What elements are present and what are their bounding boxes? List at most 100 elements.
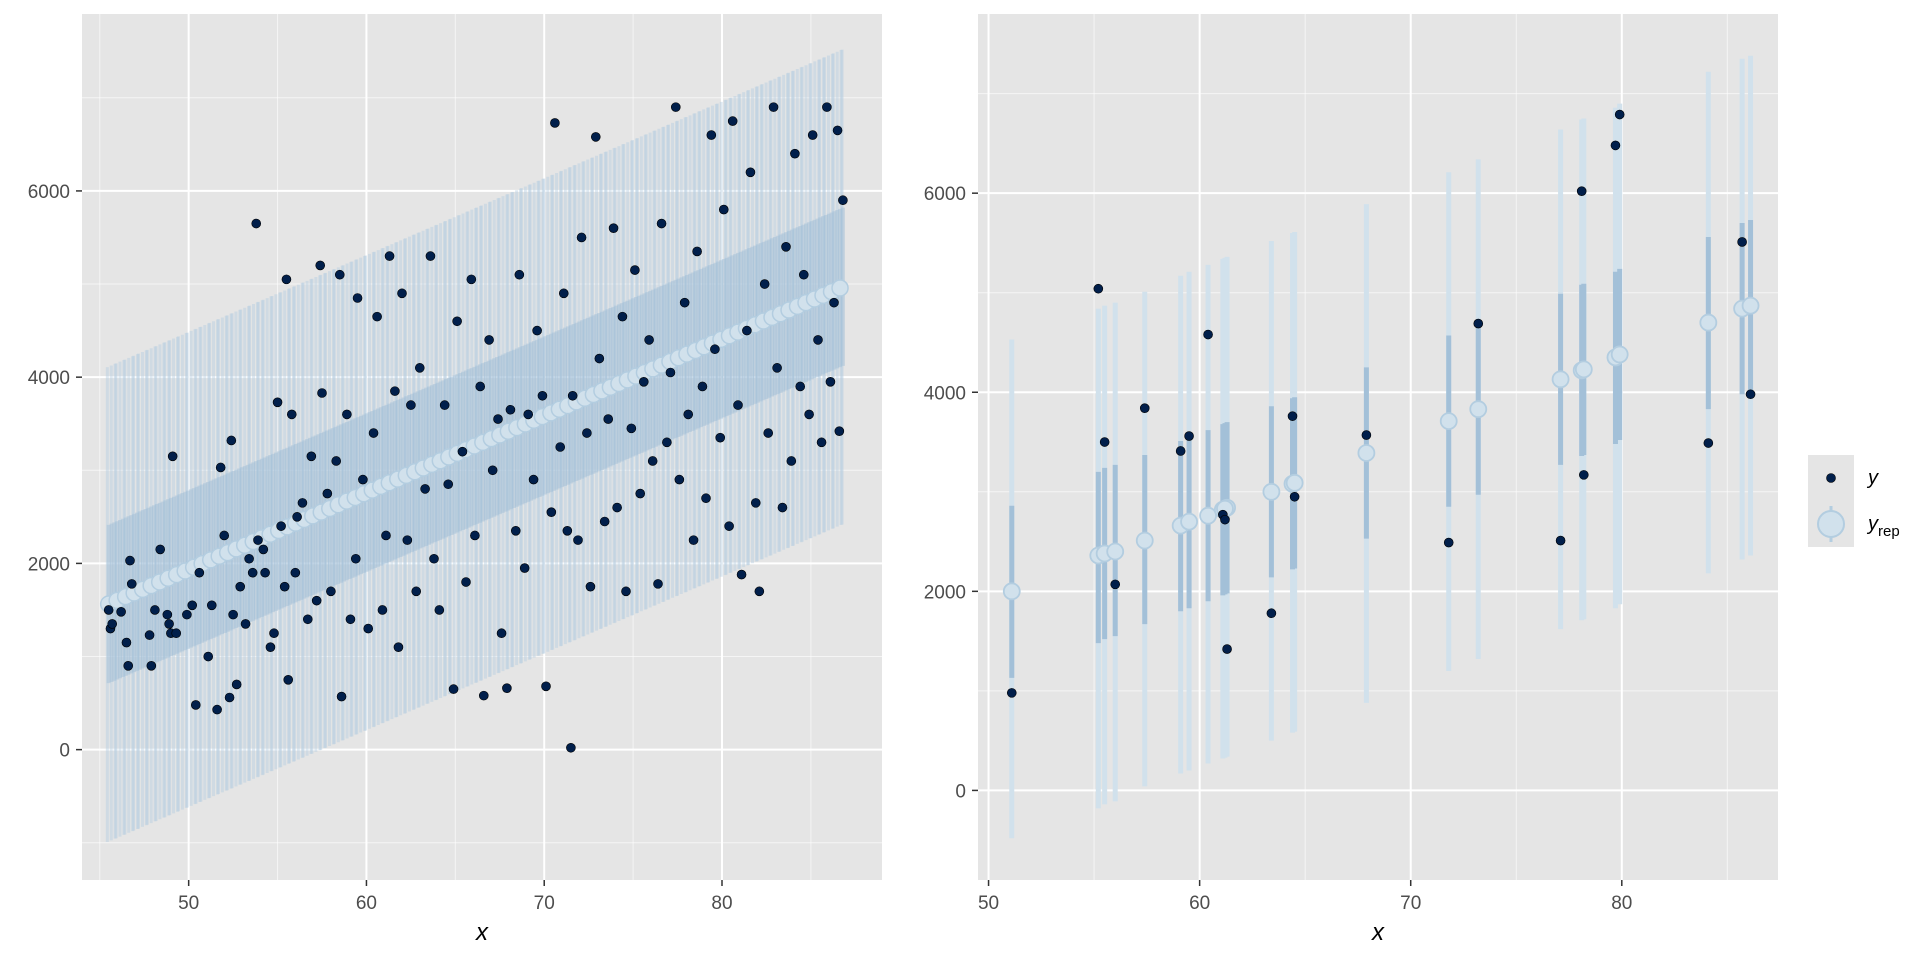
right-observed-point <box>1614 109 1625 120</box>
left-observed-point <box>219 530 230 541</box>
right-yrep-median-point <box>1135 531 1154 550</box>
right-observed-point <box>1110 579 1121 590</box>
left-observed-point <box>745 167 756 178</box>
left-observed-point <box>519 563 530 573</box>
right-observed-point <box>1220 514 1230 525</box>
left-observed-point <box>215 462 226 473</box>
left-observed-point <box>532 325 542 336</box>
right-yrep-intervals <box>1002 55 1760 839</box>
left-observed-point <box>167 451 178 462</box>
left-observed-point <box>265 642 276 653</box>
left-observed-point <box>164 619 174 629</box>
right-observed-point <box>1175 446 1186 456</box>
left-observed-point <box>656 218 667 229</box>
left-observed-point <box>475 381 486 392</box>
legend-label-yrep-main: y <box>1866 513 1879 535</box>
left-observed-point <box>126 579 137 589</box>
left-observed-point <box>496 628 507 639</box>
left-observed-point <box>331 456 342 466</box>
right-observed-point <box>1361 430 1372 440</box>
left-panel: 50 60 70 80 0 2000 4000 6000 x <box>28 14 882 946</box>
left-observed-point <box>231 679 242 690</box>
left-observed-point <box>670 102 681 112</box>
left-observed-point <box>822 102 832 112</box>
left-observed-point <box>414 363 425 373</box>
left-observed-point <box>715 432 726 443</box>
legend-key-yrep-point <box>1817 510 1845 538</box>
left-observed-point <box>279 581 290 592</box>
left-observed-point <box>523 409 534 420</box>
left-observed-point <box>420 484 430 494</box>
left-observed-point <box>470 530 480 541</box>
right-observed-point <box>1006 688 1017 698</box>
left-observed-point <box>203 651 214 662</box>
right-observed-point <box>1266 608 1277 619</box>
legend-key-y-point <box>1826 473 1836 483</box>
left-observed-point <box>258 544 269 555</box>
left-observed-point <box>562 526 573 536</box>
right-observed-point <box>1093 283 1104 294</box>
legend-label-y: y <box>1866 467 1879 489</box>
right-observed-point <box>1287 411 1298 421</box>
left-observed-point <box>724 521 734 531</box>
right-yrep-median-point <box>1180 512 1198 531</box>
right-observed-point <box>1222 644 1232 654</box>
left-yrep-median-point <box>831 279 849 297</box>
left-observed-point <box>306 451 317 462</box>
right-observed-point <box>1184 431 1194 441</box>
left-observed-point <box>505 404 516 415</box>
left-y-tick-label: 0 <box>59 741 70 762</box>
left-observed-point <box>710 344 720 355</box>
left-observed-point <box>269 628 279 639</box>
left-observed-point <box>603 414 614 424</box>
left-observed-point <box>406 400 416 410</box>
left-observed-point <box>590 132 601 142</box>
left-observed-point <box>247 567 258 578</box>
right-y-tick-label: 6000 <box>924 184 966 205</box>
right-panel-background <box>978 14 1778 880</box>
right-x-tick-label: 60 <box>1189 893 1210 914</box>
left-y-tick-label: 6000 <box>28 182 70 203</box>
left-x-axis-title: x <box>475 919 489 946</box>
right-y-tick-label: 4000 <box>924 383 966 404</box>
left-observed-point <box>514 269 525 280</box>
left-observed-point <box>674 474 685 485</box>
left-observed-point <box>342 409 352 420</box>
left-observed-point <box>567 390 578 401</box>
right-observed-point <box>1473 318 1484 329</box>
left-observed-point <box>315 260 326 271</box>
left-observed-point <box>253 535 263 545</box>
left-observed-point <box>260 567 270 578</box>
right-observed-point <box>1737 237 1747 247</box>
left-observed-point <box>368 428 379 438</box>
left-observed-point <box>662 437 672 448</box>
left-observed-point <box>786 456 797 466</box>
left-observed-point <box>478 690 489 701</box>
left-observed-point <box>484 335 494 345</box>
left-observed-point <box>381 530 391 541</box>
left-observed-point <box>457 446 468 457</box>
left-observed-point <box>448 684 459 694</box>
left-yrep-medians <box>99 279 849 613</box>
right-yrep-median-point <box>1610 345 1629 364</box>
right-observed-point <box>1139 403 1150 413</box>
left-observed-point <box>125 555 135 566</box>
left-observed-point <box>493 414 503 424</box>
left-observed-point <box>795 381 806 392</box>
left-observed-point <box>302 614 313 625</box>
left-observed-point <box>336 691 347 702</box>
right-observed-point <box>1610 140 1621 151</box>
left-observed-point <box>171 628 182 639</box>
legend: y yrep <box>1808 455 1900 547</box>
left-observed-point <box>612 502 622 513</box>
left-observed-point <box>550 118 560 128</box>
left-observed-point <box>759 279 770 289</box>
right-observed-point <box>1203 329 1213 340</box>
left-y-tick-label: 2000 <box>28 554 70 575</box>
right-x-tick-label: 70 <box>1400 893 1421 914</box>
left-observed-point <box>692 246 702 257</box>
right-observed-point <box>1099 437 1110 447</box>
left-x-tick-label: 70 <box>534 893 555 914</box>
